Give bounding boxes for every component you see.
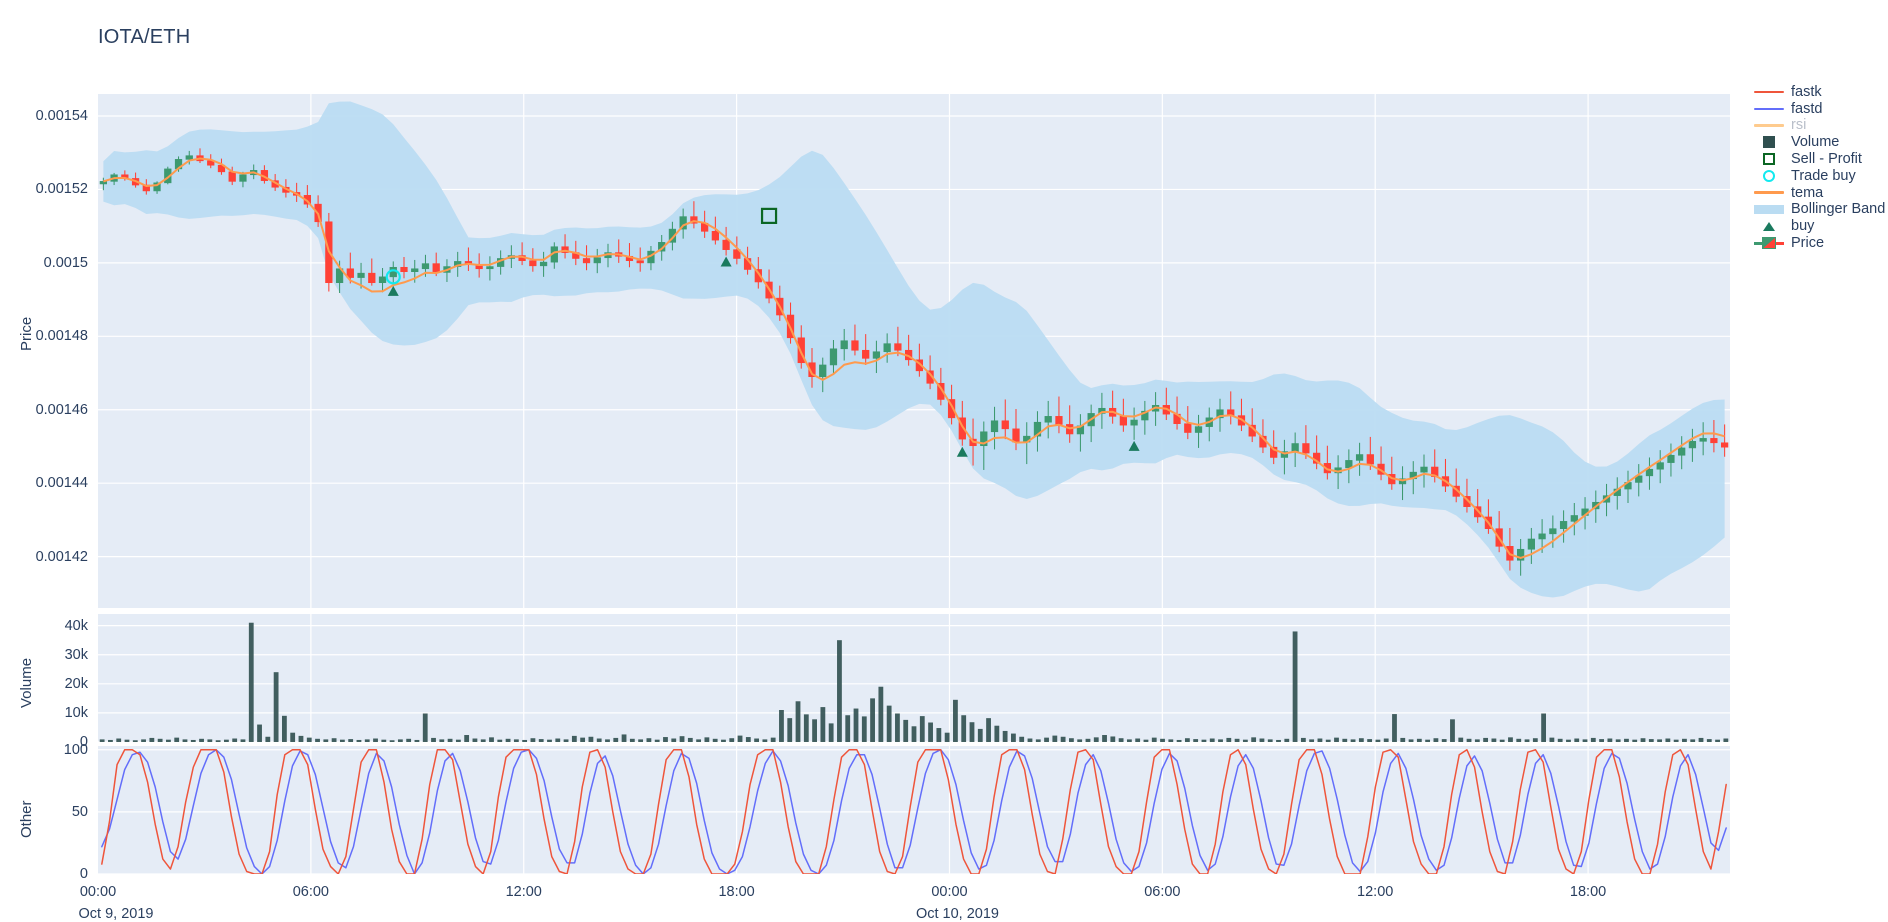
x-tick-label: 06:00 [1144, 884, 1181, 900]
legend-square-swatch-icon [1752, 134, 1786, 150]
legend-band-swatch-icon [1752, 202, 1786, 218]
price-y-axis [0, 94, 88, 608]
legend-item-tema[interactable]: tema [1752, 185, 1888, 201]
price-plot-svg [98, 94, 1730, 608]
legend-line-swatch-icon [1752, 185, 1786, 201]
line-swatch-icon [1754, 191, 1784, 195]
legend-item-buy[interactable]: buy [1752, 218, 1888, 234]
x-tick-label: 18:00 [718, 884, 755, 900]
legend-item-label: Volume [1791, 134, 1840, 151]
x-date-label: Oct 9, 2019 [78, 906, 154, 922]
other-panel [98, 746, 1730, 874]
x-date-label: Oct 10, 2019 [915, 906, 999, 922]
legend-item-trade-buy[interactable]: Trade buy [1752, 168, 1888, 184]
legend-item-label: Price [1791, 234, 1825, 251]
legend-line-swatch-icon [1752, 118, 1786, 134]
chart-legend[interactable]: fastk fastd rsi Volume Sell - Profit Trade bu… [1752, 84, 1888, 252]
legend-item-label: fastk [1791, 83, 1822, 100]
y-tick-label: 50 [71, 803, 88, 820]
legend-open-square-icon [1752, 151, 1786, 167]
legend-item-price[interactable]: Price [1752, 235, 1888, 251]
legend-open-circle-icon [1752, 168, 1786, 184]
x-tick-label: 06:00 [292, 884, 330, 900]
open-square-icon [1763, 153, 1775, 166]
legend-item-bollinger-band[interactable]: Bollinger Band [1752, 201, 1888, 217]
y-tick-label: 0.00146 [35, 401, 88, 418]
y-tick-label: 40k [64, 617, 88, 634]
y-tick-label: 0.00154 [35, 108, 88, 125]
y-tick-label: 0.00148 [35, 328, 88, 345]
legend-item-label: rsi [1791, 117, 1807, 134]
legend-item-label: tema [1791, 184, 1824, 201]
y-tick-label: 30k [64, 646, 88, 663]
legend-item-fastd[interactable]: fastd [1752, 101, 1888, 117]
y-tick-label: 0 [79, 734, 88, 750]
x-tick-label: 12:00 [505, 884, 542, 900]
y-tick-label: 20k [64, 675, 88, 692]
y-tick-label: 100 [63, 741, 88, 758]
y-tick-label: 0.00144 [35, 475, 88, 492]
legend-item-label: buy [1791, 218, 1815, 235]
y-tick-label: 0.0015 [43, 254, 88, 271]
legend-item-label: Sell - Profit [1791, 150, 1862, 167]
legend-item-fastk[interactable]: fastk [1752, 84, 1888, 100]
line-swatch-icon [1754, 124, 1784, 127]
chart-title: IOTA/ETH [98, 26, 191, 48]
triangle-up-icon [1763, 221, 1775, 231]
legend-triangle-icon [1752, 218, 1786, 234]
other-plot-svg [98, 746, 1730, 874]
y-tick-label: 0.00152 [35, 181, 88, 198]
volume-plot-svg [98, 614, 1730, 742]
line-swatch-icon [1754, 107, 1784, 111]
x-tick-label: 00:00 [931, 884, 968, 900]
volume-panel [98, 614, 1730, 742]
legend-line-swatch-icon [1752, 84, 1786, 100]
open-circle-icon [1763, 170, 1775, 182]
band-swatch-icon [1754, 205, 1784, 215]
legend-item-label: Bollinger Band [1791, 201, 1886, 218]
x-tick-label: 00:00 [79, 884, 117, 900]
y-tick-label: 0.00142 [35, 548, 88, 565]
legend-item-label: fastd [1791, 100, 1823, 117]
price-panel [98, 94, 1730, 608]
candlestick-icon [1754, 236, 1784, 250]
legend-item-rsi[interactable]: rsi [1752, 118, 1888, 134]
legend-item-sell-profit[interactable]: Sell - Profit [1752, 151, 1888, 167]
legend-line-swatch-icon [1752, 101, 1786, 117]
legend-item-label: Trade buy [1791, 167, 1856, 184]
x-tick-label: 18:00 [1569, 884, 1607, 900]
x-tick-label: 12:00 [1357, 884, 1394, 900]
filled-square-icon [1763, 136, 1775, 149]
y-tick-label: 0 [79, 866, 88, 882]
legend-candlestick-icon [1752, 235, 1786, 251]
y-tick-label: 10k [64, 704, 88, 721]
legend-item-volume[interactable]: Volume [1752, 134, 1888, 150]
line-swatch-icon [1754, 90, 1784, 94]
